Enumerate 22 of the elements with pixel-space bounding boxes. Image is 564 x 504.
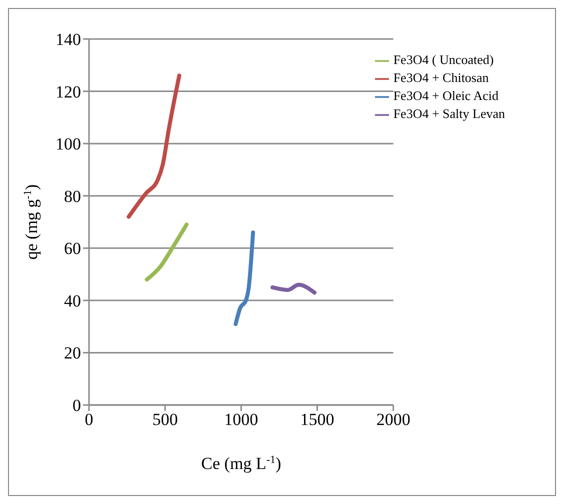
x-axis-title: Ce (mg L$^{-1}$) bbox=[201, 454, 282, 473]
x-tick-label: 0 bbox=[84, 410, 94, 430]
legend-label: Fe3O4 + Salty Levan bbox=[393, 106, 505, 121]
y-tick-label: 20 bbox=[64, 344, 81, 363]
line-series bbox=[126, 74, 182, 219]
x-tick-label: 2000 bbox=[376, 410, 410, 430]
legend-label: Fe3O4 + Oleic Acid bbox=[393, 88, 498, 103]
x-tick-label: 1500 bbox=[300, 410, 334, 430]
legend-label: Fe3O4 + Chitosan bbox=[393, 70, 489, 85]
y-tick-label: 120 bbox=[56, 82, 81, 102]
line-series bbox=[234, 230, 256, 326]
y-tick-label: 60 bbox=[64, 239, 81, 258]
line-series bbox=[270, 282, 316, 295]
y-tick-label: 80 bbox=[64, 186, 81, 206]
y-tick-label: 100 bbox=[56, 134, 81, 154]
line-series bbox=[144, 222, 189, 282]
y-tick-label: 140 bbox=[56, 30, 81, 50]
x-tick-label: 1000 bbox=[224, 410, 258, 430]
y-tick-label: 40 bbox=[64, 291, 81, 310]
y-tick-label: 0 bbox=[72, 396, 81, 416]
legend-label: Fe3O4 ( Uncoated) bbox=[393, 52, 494, 67]
x-tick-label: 500 bbox=[152, 410, 178, 430]
